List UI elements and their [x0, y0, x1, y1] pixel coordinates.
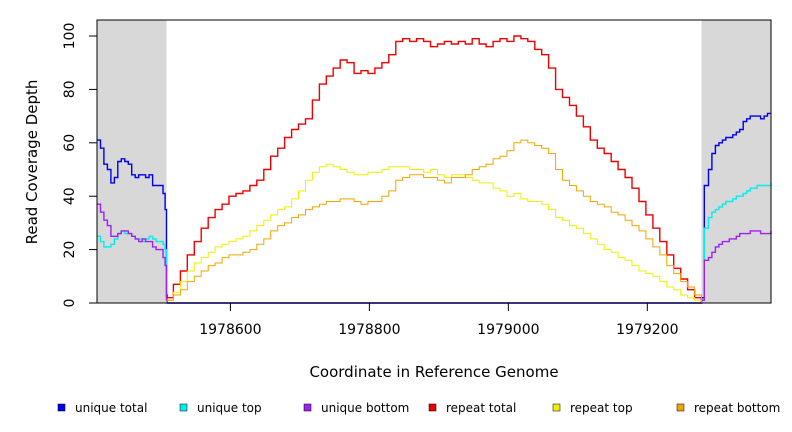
legend: unique total unique top unique bottom repea…	[57, 401, 780, 415]
legend-label-unique-total: unique total	[75, 401, 147, 415]
series-line-repeat-total	[166, 35, 703, 303]
legend-swatch-unique-bottom	[303, 403, 312, 412]
y-tick-label-100: 100	[62, 23, 78, 50]
series-layer	[97, 35, 772, 304]
plot-area-border	[96, 19, 772, 304]
series-line-repeat-bottom	[166, 139, 702, 303]
y-tick-label-60: 60	[62, 134, 78, 152]
series-line-unique-total	[97, 112, 771, 304]
legend-swatch-repeat-bottom	[676, 403, 685, 412]
x-tick-label-1979200: 1979200	[616, 322, 678, 338]
x-tick-label-1978600: 1978600	[199, 322, 261, 338]
legend-label-repeat-bottom: repeat bottom	[694, 401, 780, 415]
legend-swatch-unique-total	[57, 403, 66, 412]
x-axis-title: Coordinate in Reference Genome	[309, 363, 558, 381]
legend-label-unique-top: unique top	[197, 401, 262, 415]
y-tick-label-40: 40	[62, 187, 78, 205]
legend-swatch-repeat-top	[552, 403, 561, 412]
shaded-region-1	[701, 20, 771, 303]
x-tick-label-1978800: 1978800	[338, 322, 400, 338]
legend-label-repeat-top: repeat top	[570, 401, 633, 415]
legend-swatch-unique-top	[179, 403, 188, 412]
y-tick-label-20: 20	[62, 241, 78, 259]
x-axis: 1978600 1978800 1979000 1979200	[199, 303, 678, 338]
series-line-unique-bottom	[97, 203, 772, 304]
y-axis-title: Read Coverage Depth	[23, 80, 41, 245]
shaded-region-0	[97, 20, 167, 303]
series-line-unique-top	[97, 182, 772, 304]
y-tick-label-0: 0	[62, 299, 78, 308]
y-tick-label-80: 80	[62, 80, 78, 98]
legend-swatch-repeat-total	[428, 403, 437, 412]
y-axis: 0 20 40 60 80 100	[62, 23, 97, 308]
shaded-region-layer	[97, 20, 771, 303]
legend-label-unique-bottom: unique bottom	[321, 401, 409, 415]
legend-label-repeat-total: repeat total	[446, 401, 516, 415]
x-tick-label-1979000: 1979000	[477, 322, 539, 338]
series-line-repeat-top	[166, 163, 702, 303]
